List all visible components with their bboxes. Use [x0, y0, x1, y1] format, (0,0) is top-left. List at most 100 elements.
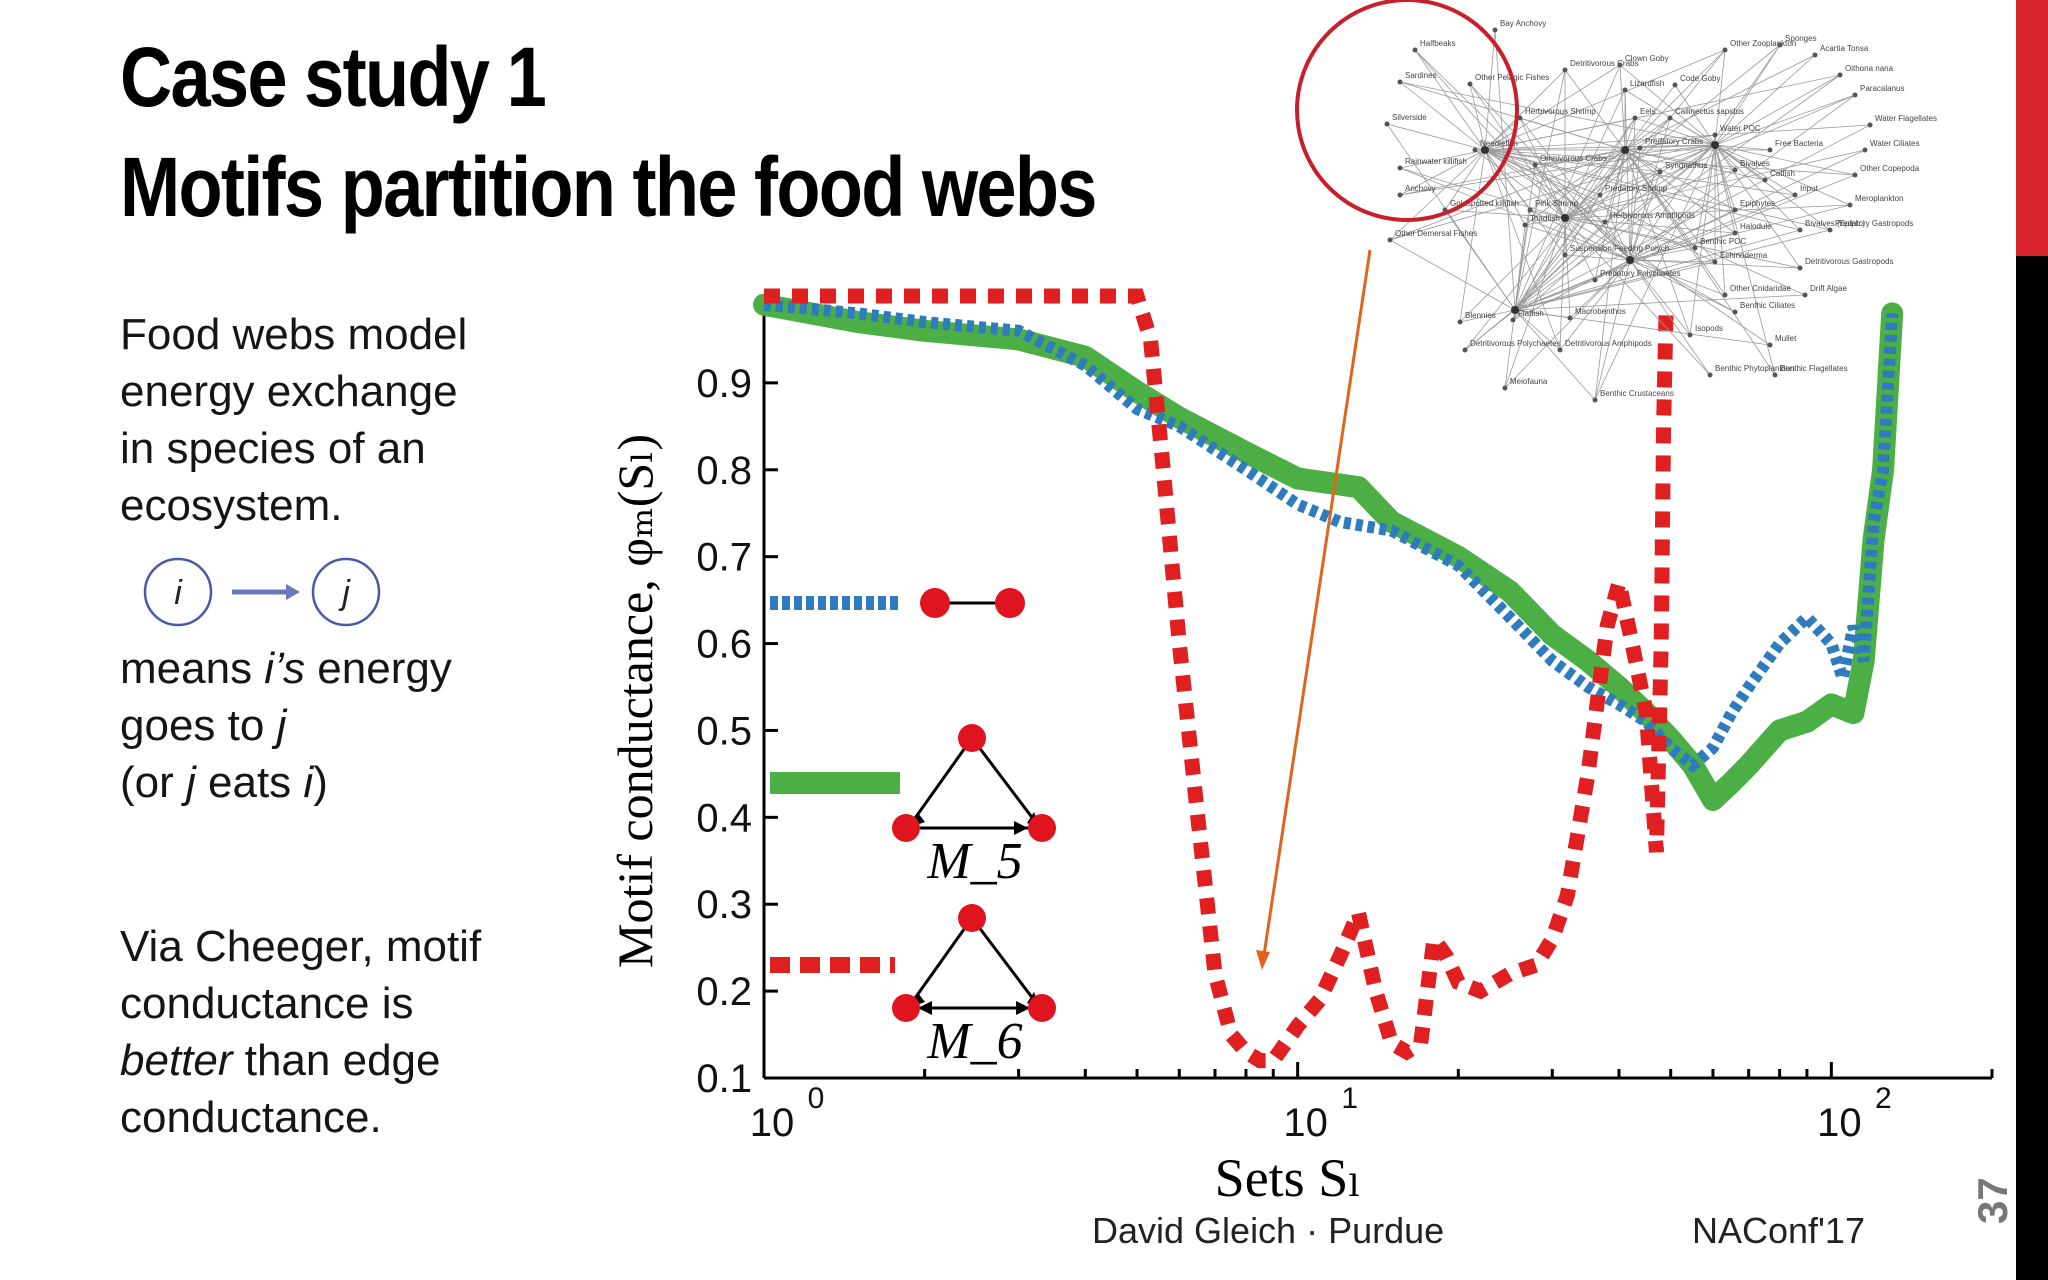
food-web-species-label: Other Zooplankton	[1730, 39, 1796, 48]
food-web-node	[1562, 67, 1568, 73]
food-web-edge	[1529, 209, 1566, 219]
food-web-species-label: Sardines	[1405, 71, 1437, 80]
para3-line-1: Via Cheeger, motif	[120, 922, 482, 971]
food-web-edge	[1634, 117, 1716, 146]
food-web-species-label: Flatfish	[1518, 309, 1544, 318]
food-web-species-label: Meiofauna	[1510, 377, 1548, 386]
food-web-node	[1777, 42, 1783, 48]
food-web-edge	[1629, 259, 1691, 336]
food-web-species-label: Predatory Gastropods	[1835, 219, 1913, 228]
food-web-species-label: Isopods	[1695, 324, 1723, 333]
food-web-species-label: Benthic Ciliates	[1740, 301, 1795, 310]
food-web-species-label: Paracalanus	[1860, 84, 1904, 93]
food-web-edge	[1469, 83, 1486, 151]
food-web-species-label: Sponges	[1785, 34, 1817, 43]
food-web-edge	[1519, 117, 1566, 219]
food-web-edge	[1714, 144, 1726, 296]
y-axis-label: Motif conductance, φₘ(Sₗ)	[607, 434, 663, 968]
food-web-edge	[1714, 144, 1831, 231]
food-web-species-label: Benthic Flagellates	[1780, 364, 1848, 373]
food-web-edge	[1514, 229, 1801, 311]
page-number: 37	[1969, 1177, 2016, 1224]
food-web-edges	[1386, 29, 1871, 401]
food-web-node	[1867, 122, 1873, 128]
food-web-node	[1792, 192, 1798, 198]
chart-axes: 0.1 0.2 0.3 0.4 0.5 0.6 0.7 0.8 0.9 10 0 10 1 10 2 Sets…	[607, 296, 1994, 1208]
food-web-species-label: Rainwater killifish	[1405, 157, 1467, 166]
food-web-species-label: Herbivorous Amphipods	[1610, 211, 1695, 220]
food-web-edge	[1714, 144, 1776, 376]
food-web-node	[1462, 347, 1468, 353]
food-web-species-label: Macrobenthos	[1575, 307, 1626, 316]
legend-m5-label: M_5	[926, 833, 1022, 890]
food-web-hub-node	[1511, 306, 1519, 314]
food-web-species-label: Needlefish	[1480, 139, 1518, 148]
food-web-species-label: Eels	[1640, 107, 1656, 116]
footer-author: David Gleich · Purdue	[1092, 1210, 1445, 1251]
food-web-edge	[1514, 254, 1566, 311]
node-i-label: i	[174, 574, 183, 612]
food-web-node	[1797, 227, 1803, 233]
food-web-node	[1387, 237, 1393, 243]
food-web-edge	[1629, 259, 1736, 313]
food-web-edge	[1714, 144, 1851, 206]
food-web-species-label: Echinoderma	[1720, 251, 1768, 260]
chart-series	[753, 288, 1904, 1069]
food-web-edge	[1624, 54, 1816, 151]
food-web-hub-node	[1561, 214, 1569, 222]
food-web-edge	[1624, 49, 1726, 151]
food-web-edge	[1624, 149, 1661, 173]
food-web-species-label: Benthic Phytoplankton	[1715, 364, 1795, 373]
food-web-edge	[1464, 149, 1626, 351]
food-web-edge	[1399, 149, 1486, 169]
food-web-edge	[1484, 149, 1801, 231]
food-web-node	[1812, 52, 1818, 58]
food-web-node	[1657, 169, 1663, 175]
food-web-edge	[1594, 149, 1626, 281]
node-j	[311, 557, 381, 627]
food-web-node	[1722, 292, 1728, 298]
x-tick-label-exponent: 2	[1875, 1082, 1892, 1115]
food-web-edge	[1514, 49, 1726, 311]
food-web-edge	[1594, 144, 1716, 401]
food-web-edge	[1624, 84, 1676, 151]
food-web-edge	[1564, 69, 1626, 151]
text-fragment: j	[186, 758, 196, 807]
food-web-species-label: Input	[1800, 184, 1819, 193]
food-web-edge	[1514, 64, 1621, 311]
y-tick-label: 0.1	[696, 1057, 752, 1101]
food-web-edge	[1714, 144, 1736, 234]
para2-line-1: means i’s energy	[120, 640, 452, 697]
food-web-edge	[1389, 149, 1626, 241]
text-fragment: j	[276, 701, 287, 750]
food-web-edge	[1389, 144, 1716, 241]
text-fragment: i	[303, 758, 314, 807]
title-line-1: Case study 1	[120, 30, 547, 124]
food-web-edge	[1669, 117, 1716, 146]
x-tick-label: 10	[1817, 1101, 1862, 1145]
edge-diagram: i j	[143, 557, 381, 627]
food-web-node	[1712, 259, 1718, 265]
food-web-edge	[1714, 44, 1781, 146]
food-web-edge	[1484, 149, 1561, 351]
food-web-node	[1692, 245, 1698, 251]
para3-line-3: better than edge	[120, 1032, 481, 1089]
food-web-edge	[1524, 224, 1631, 261]
footer-conference: NAConf'17	[1692, 1210, 1865, 1251]
food-web-species-label: Goldspotted killifish	[1450, 199, 1519, 208]
x-axis-label: Sets Sₗ	[1215, 1148, 1362, 1208]
food-web-edge	[1464, 144, 1716, 351]
food-web-node	[1397, 165, 1403, 171]
food-web-edge	[1399, 144, 1716, 196]
food-web-species-label: Oithona nana	[1845, 64, 1894, 73]
food-web-node	[1672, 82, 1678, 88]
legend-m6-label: M_6	[926, 1013, 1022, 1070]
food-web-species-label: Water Ciliates	[1870, 139, 1920, 148]
food-web-species-label: Mullet	[1775, 334, 1797, 343]
food-web-edge	[1564, 89, 1626, 219]
food-web-node	[1397, 192, 1403, 198]
food-web-edge	[1714, 144, 1856, 176]
text-fragment: energy	[305, 644, 452, 693]
food-web-edge	[1564, 204, 1851, 219]
food-web-species-label: Water Flagellates	[1875, 114, 1937, 123]
